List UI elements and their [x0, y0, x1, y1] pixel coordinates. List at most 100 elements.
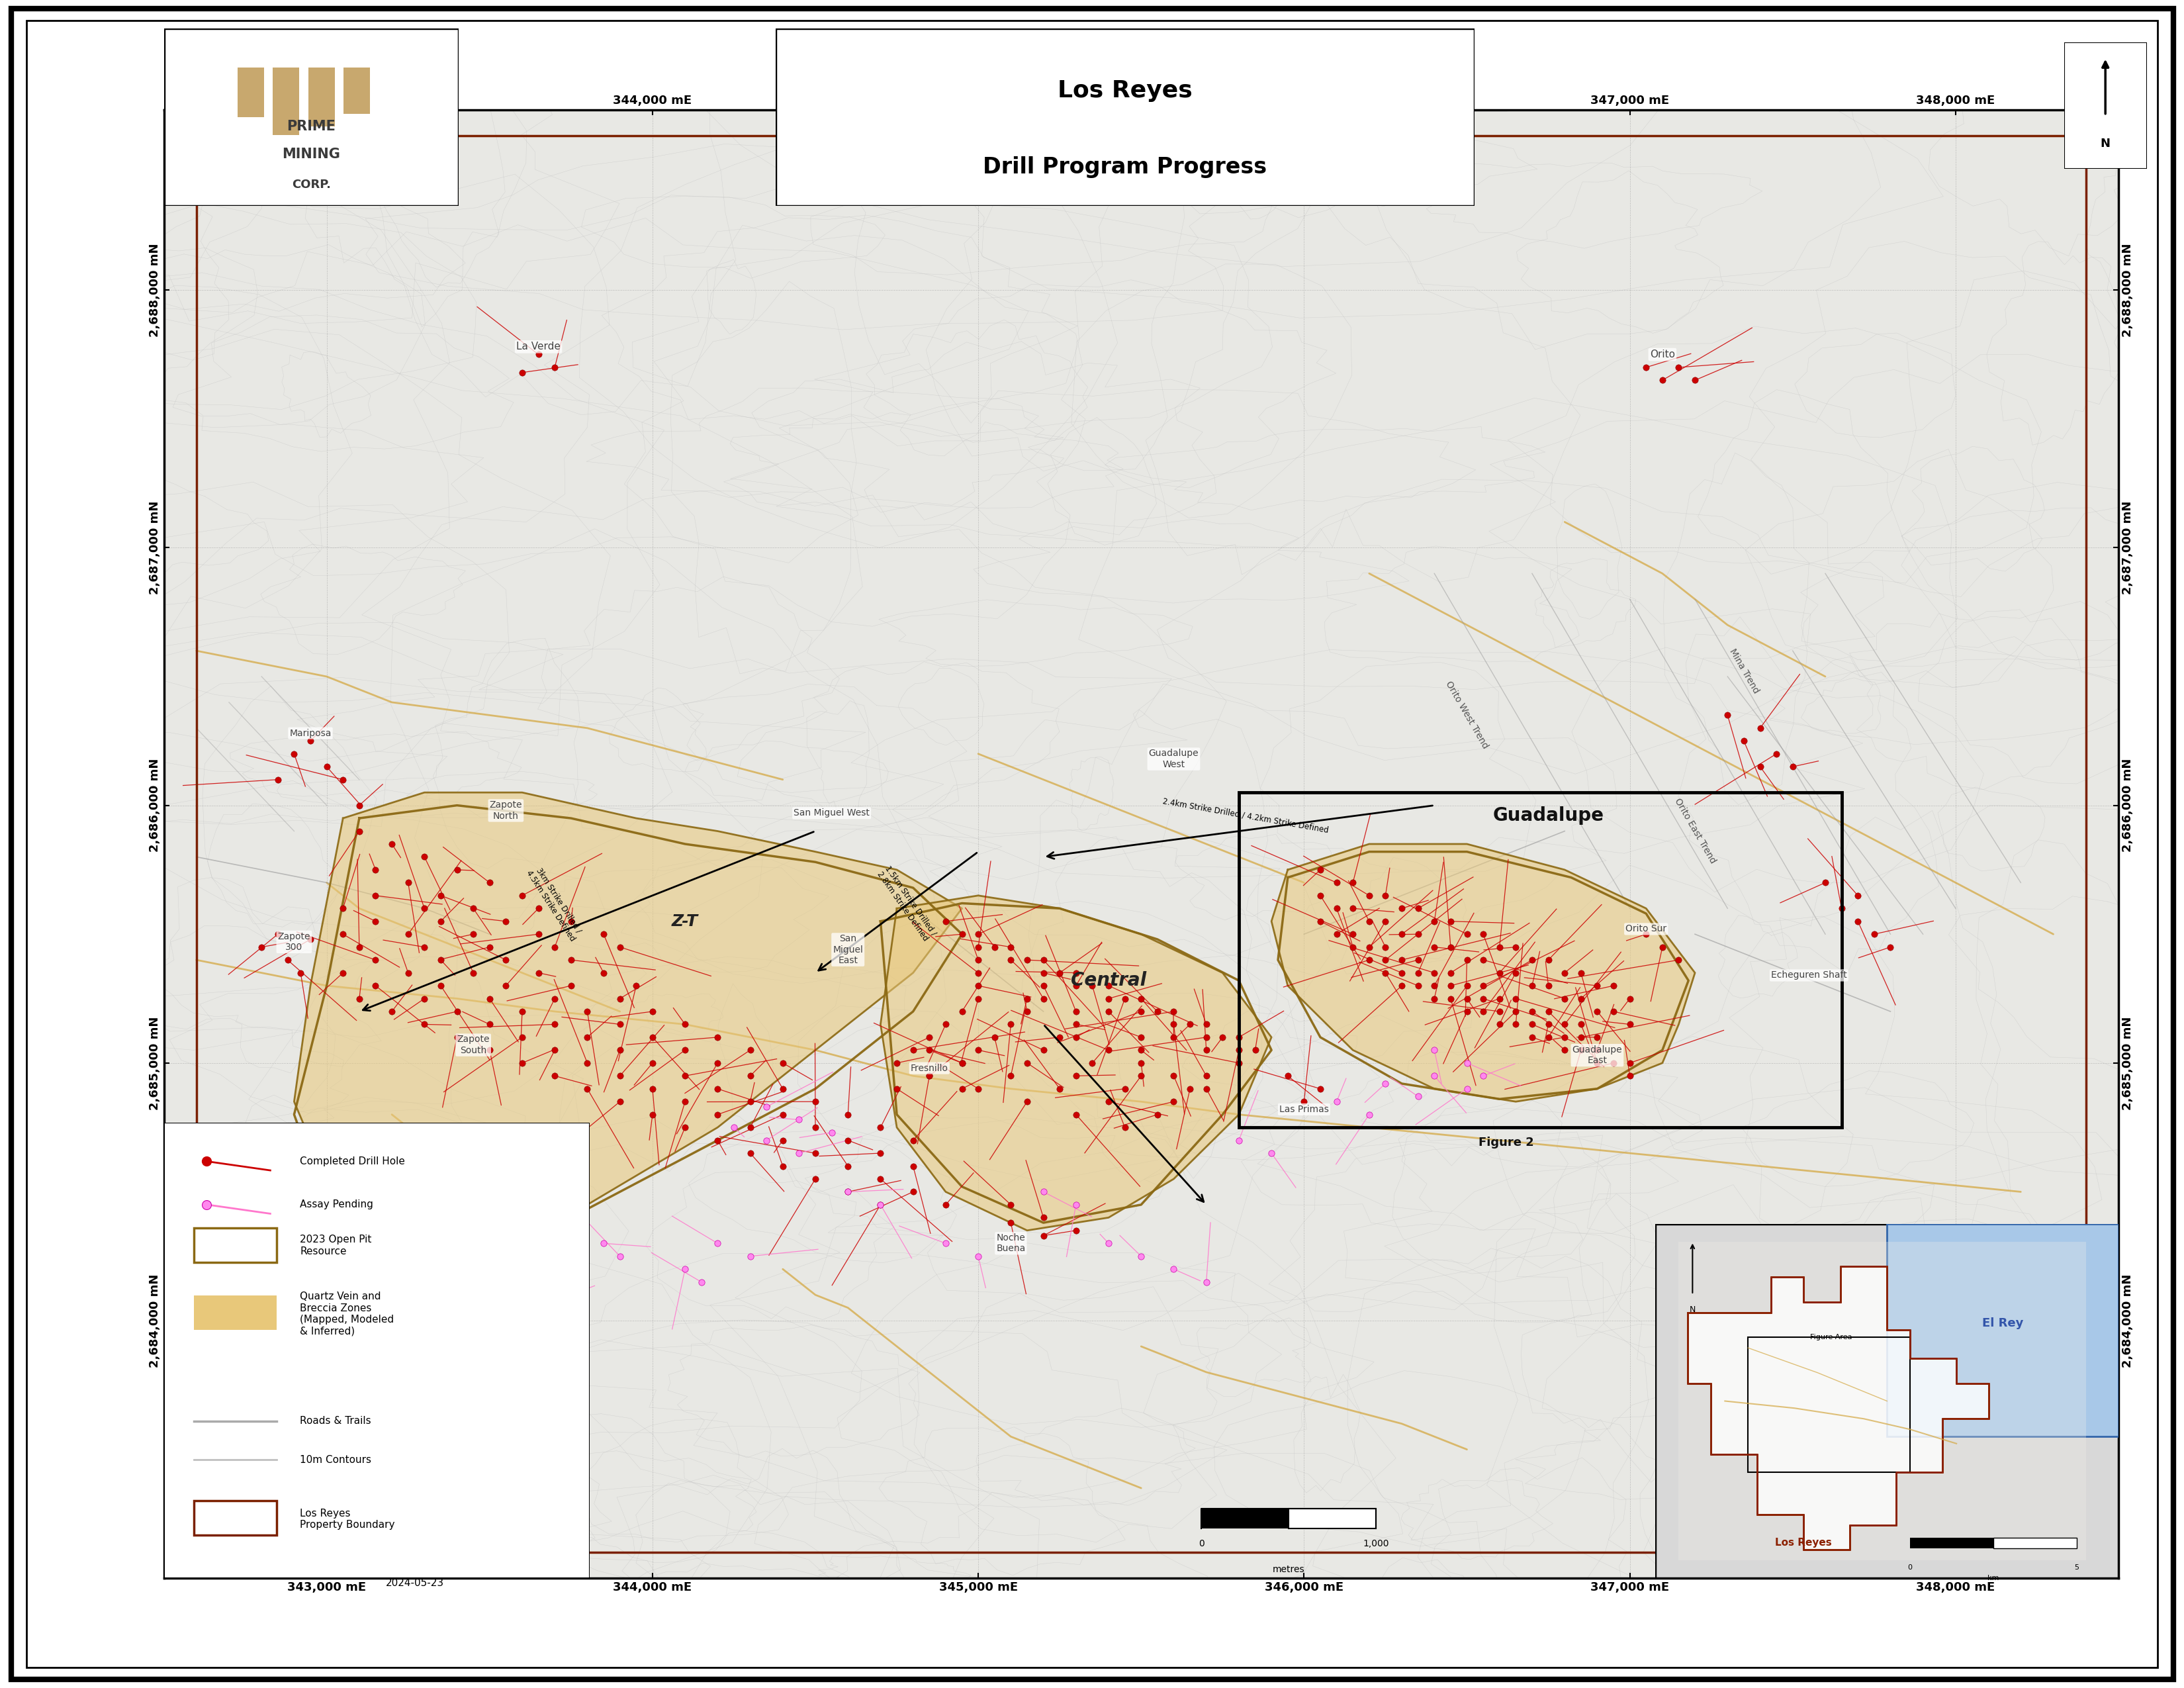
Point	[1498, 1011, 1533, 1038]
Point	[570, 1023, 605, 1050]
Point	[489, 1295, 524, 1322]
Text: CORP.: CORP.	[293, 179, 330, 191]
Text: N: N	[2101, 137, 2110, 150]
Point	[522, 895, 557, 922]
Point	[1319, 920, 1354, 947]
Point	[603, 933, 638, 960]
Point	[943, 998, 978, 1025]
Point	[553, 908, 587, 935]
Point	[782, 1106, 817, 1133]
Point	[1155, 1011, 1190, 1038]
Point	[406, 933, 441, 960]
Point	[522, 341, 557, 368]
Point	[701, 1231, 736, 1258]
Point	[1092, 972, 1127, 999]
Point	[863, 1192, 898, 1219]
Point	[456, 959, 491, 986]
Point	[489, 908, 524, 935]
Point	[1417, 959, 1452, 986]
Point	[358, 972, 393, 999]
Point	[358, 908, 393, 935]
Point	[716, 1114, 751, 1141]
Point	[668, 1011, 703, 1038]
Bar	[1679, 1242, 2086, 1560]
Point	[1140, 998, 1175, 1025]
Point	[1206, 1023, 1241, 1050]
Point	[1546, 1011, 1581, 1038]
Point	[585, 920, 620, 947]
Point	[1433, 972, 1468, 999]
Point	[1758, 741, 1793, 768]
Point	[505, 883, 539, 910]
Text: Central: Central	[1070, 971, 1147, 989]
Text: Zapote
300: Zapote 300	[277, 932, 310, 952]
Point	[1155, 1062, 1190, 1089]
Point	[325, 959, 360, 986]
Point	[537, 1268, 572, 1295]
Point	[1059, 1101, 1094, 1128]
Point	[1612, 1050, 1647, 1077]
Point	[472, 933, 507, 960]
Point	[1450, 920, 1485, 947]
Point	[1304, 856, 1339, 883]
Point	[522, 959, 557, 986]
Point	[1483, 986, 1518, 1013]
Text: 2.4km Strike Drilled / 4.2km Strike Defined: 2.4km Strike Drilled / 4.2km Strike Defi…	[1162, 797, 1330, 834]
Point	[1564, 1036, 1599, 1063]
Point	[1465, 986, 1500, 1013]
Text: Orito: Orito	[1649, 349, 1675, 360]
Text: 2023 Open Pit
Resource: 2023 Open Pit Resource	[299, 1236, 371, 1256]
Point	[1629, 354, 1664, 381]
Point	[456, 920, 491, 947]
Point	[1188, 1075, 1223, 1102]
Point	[1026, 1204, 1061, 1231]
Point	[618, 972, 653, 999]
Point	[1514, 998, 1548, 1025]
Point	[1564, 959, 1599, 986]
Point	[1092, 998, 1127, 1025]
Point	[603, 1036, 638, 1063]
Point	[1546, 959, 1581, 986]
Point	[943, 1050, 978, 1077]
Point	[1042, 1023, 1077, 1050]
Point	[913, 1023, 948, 1050]
Point	[505, 998, 539, 1025]
Point	[1433, 959, 1468, 986]
Point	[1092, 986, 1127, 1013]
Text: Roads & Trails: Roads & Trails	[299, 1416, 371, 1426]
Point	[1367, 908, 1402, 935]
Bar	[1201, 1509, 1289, 1529]
Point	[537, 1062, 572, 1089]
Point	[880, 1075, 915, 1102]
Point	[373, 998, 408, 1025]
Point	[271, 947, 306, 974]
Point	[1465, 972, 1500, 999]
Point	[1400, 895, 1435, 922]
Text: Drill Program Progress: Drill Program Progress	[983, 155, 1267, 177]
Point	[928, 1231, 963, 1258]
Point	[603, 1011, 638, 1038]
Point	[1450, 998, 1485, 1025]
Point	[585, 1231, 620, 1258]
Point	[797, 1165, 832, 1192]
Point	[1026, 986, 1061, 1013]
Polygon shape	[295, 792, 961, 1269]
Point	[1123, 1050, 1158, 1077]
Point	[439, 856, 474, 883]
Point	[1597, 1050, 1631, 1077]
Text: El Rey: El Rey	[1983, 1317, 2022, 1328]
Text: 0: 0	[1909, 1565, 1913, 1572]
Point	[830, 1128, 865, 1155]
Point	[456, 895, 491, 922]
Point	[603, 986, 638, 1013]
Point	[732, 1114, 767, 1141]
Point	[391, 869, 426, 896]
Point	[684, 1268, 719, 1295]
Point	[1450, 972, 1485, 999]
Bar	[308, 68, 334, 127]
Point	[1483, 1011, 1518, 1038]
Point	[1417, 986, 1452, 1013]
Point	[1009, 998, 1044, 1025]
Point	[1221, 1036, 1256, 1063]
Point	[325, 895, 360, 922]
